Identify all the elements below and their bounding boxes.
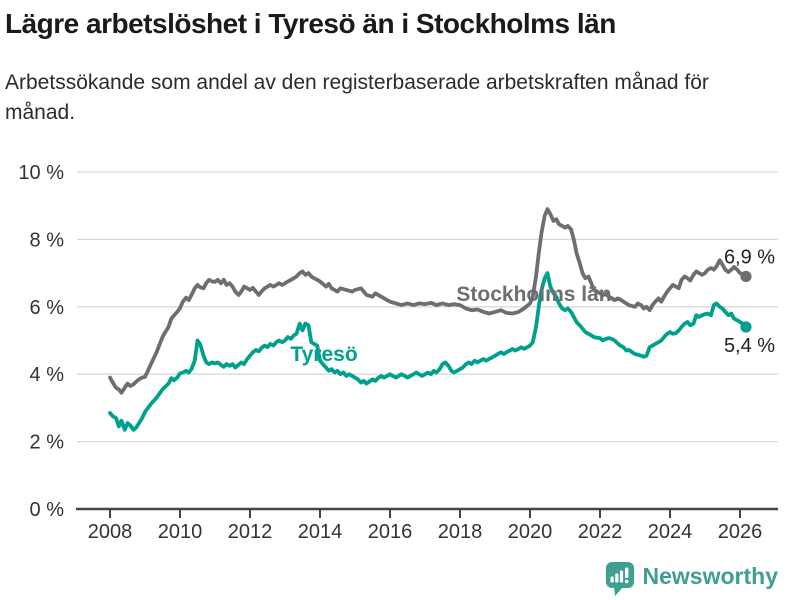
y-tick-label-0: 0 % (30, 499, 65, 521)
series-line-stockholms-l-n (108, 207, 748, 395)
y-tick-label-8: 8 % (30, 229, 65, 251)
newsworthy-logo: Newsworthy (605, 561, 778, 598)
y-tick-label-10: 10 % (18, 162, 64, 184)
unemployment-line-chart: 0 % 2 % 4 % 6 % 8 % 10 % 2008 2010 2012 2014 2016 2… (18, 162, 778, 543)
series-label-stockholms-l-n: Stockholms län (456, 283, 611, 306)
y-tick-label-4: 4 % (30, 364, 65, 386)
x-tick-label-2020: 2020 (508, 521, 553, 543)
x-tick-label-2024: 2024 (648, 521, 693, 543)
series-line-tyres (108, 271, 748, 432)
series-end-dot-tyres (740, 321, 752, 333)
x-tick-label-2008: 2008 (88, 521, 133, 543)
newsworthy-logo-text: Newsworthy (642, 562, 778, 589)
page-title: Lägre arbetslöshet i Tyresö än i Stockho… (5, 8, 616, 39)
series-end-value-tyres: 5,4 % (724, 335, 775, 357)
series-label-tyres: Tyresö (290, 343, 357, 366)
newsworthy-logo-icon (605, 562, 634, 596)
x-tick-label-2016: 2016 (368, 521, 413, 543)
series-end-value-stockholms-l-n: 6,9 % (724, 246, 775, 268)
x-tick-label-2022: 2022 (578, 521, 623, 543)
x-tick-label-2014: 2014 (298, 521, 343, 543)
series-end-dot-stockholms-l-n (740, 270, 752, 283)
x-tick-label-2012: 2012 (228, 521, 273, 543)
chart-subtitle: Arbetssökande som andel av den registerb… (5, 71, 709, 125)
x-tick-label-2010: 2010 (158, 521, 203, 543)
y-tick-label-2: 2 % (30, 432, 65, 454)
x-tick-label-2026: 2026 (718, 521, 763, 543)
y-tick-label-6: 6 % (30, 297, 65, 319)
x-tick-label-2018: 2018 (438, 521, 483, 543)
